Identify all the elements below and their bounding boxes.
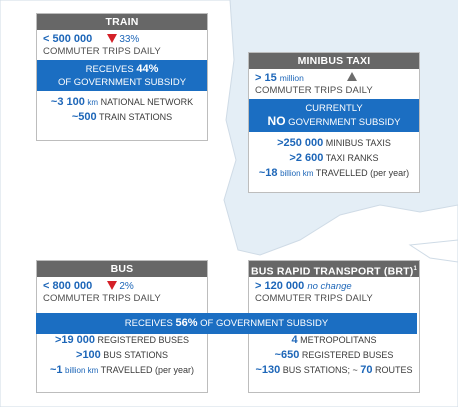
shared-subsidy-suffix: OF GOVERNMENT SUBSIDY bbox=[197, 318, 329, 329]
minibus-title: MINIBUS TAXI bbox=[249, 53, 419, 69]
brt-footnote-marker: 1 bbox=[413, 266, 418, 272]
train-subsidy-suffix: OF GOVERNMENT SUBSIDY bbox=[57, 77, 187, 88]
train-trips-label: COMMUTER TRIPS DAILY bbox=[43, 46, 161, 57]
train-card: TRAIN < 500 000 33% COMMUTER TRIPS DAILY… bbox=[36, 13, 208, 141]
train-stat-stations: ~500 TRAIN STATIONS bbox=[71, 111, 173, 123]
brt-stat-metros: 4 METROPOLITANS bbox=[291, 334, 377, 346]
brt-trips-value: > 120 000 bbox=[255, 280, 305, 292]
train-stat-network: ~3 100 km NATIONAL NETWORK bbox=[50, 96, 194, 108]
brt-trips-label: COMMUTER TRIPS DAILY bbox=[255, 293, 373, 304]
train-subsidy-prefix: RECEIVES bbox=[85, 64, 137, 75]
train-title: TRAIN bbox=[37, 14, 207, 30]
bus-trips-label: COMMUTER TRIPS DAILY bbox=[43, 293, 161, 304]
brt-stat-stations-routes: ~130 BUS STATIONS; ~ 70 ROUTES bbox=[255, 364, 413, 376]
brt-trips-note: no change bbox=[307, 281, 352, 292]
bus-stat-travelled: ~1 billion km TRAVELLED (per year) bbox=[49, 364, 195, 376]
minibus-stat-travelled: ~18 billion km TRAVELLED (per year) bbox=[258, 167, 410, 179]
train-subsidy-pct: 44% bbox=[136, 63, 159, 75]
bus-trips-value: < 800 000 bbox=[43, 280, 93, 292]
brt-title: BUS RAPID TRANSPORT (BRT)1 bbox=[249, 261, 419, 278]
minibus-trips-value: > 15 bbox=[255, 72, 277, 84]
bus-stat-buses: >19 000 REGISTERED BUSES bbox=[54, 334, 190, 346]
train-subsidy-band: RECEIVES 44% OF GOVERNMENT SUBSIDY bbox=[37, 60, 207, 91]
bus-title: BUS bbox=[37, 261, 207, 277]
minibus-stat-ranks: >2 600 TAXI RANKS bbox=[289, 152, 379, 164]
bus-stat-stations: >100 BUS STATIONS bbox=[76, 349, 168, 361]
shared-subsidy-pct: 56% bbox=[175, 317, 198, 329]
minibus-trips-unit: million bbox=[279, 73, 304, 83]
steady-arrow-icon bbox=[346, 72, 357, 81]
minibus-subsidy-line1: CURRENTLY bbox=[305, 103, 363, 114]
decrease-arrow-icon bbox=[107, 34, 118, 43]
minibus-stat-taxis: >250 000 MINIBUS TAXIS bbox=[277, 137, 391, 149]
shared-subsidy-prefix: RECEIVES bbox=[124, 318, 176, 329]
train-trips-change: 33% bbox=[119, 34, 140, 45]
minibus-subsidy-band: CURRENTLY NO GOVERNMENT SUBSIDY bbox=[249, 99, 419, 132]
minibus-subsidy-no: NO bbox=[267, 114, 286, 128]
brt-stat-buses: ~650 REGISTERED BUSES bbox=[274, 349, 394, 361]
shared-subsidy-band: RECEIVES 56% OF GOVERNMENT SUBSIDY bbox=[36, 313, 417, 334]
minibus-card: MINIBUS TAXI > 15 million COMMUTER TRIPS… bbox=[248, 52, 420, 193]
decrease-arrow-icon bbox=[107, 281, 118, 290]
minibus-trips-label: COMMUTER TRIPS DAILY bbox=[255, 85, 373, 96]
minibus-subsidy-suffix: GOVERNMENT SUBSIDY bbox=[285, 117, 401, 128]
train-trips-value: < 500 000 bbox=[43, 33, 93, 45]
bus-trips-change: 2% bbox=[119, 281, 134, 292]
